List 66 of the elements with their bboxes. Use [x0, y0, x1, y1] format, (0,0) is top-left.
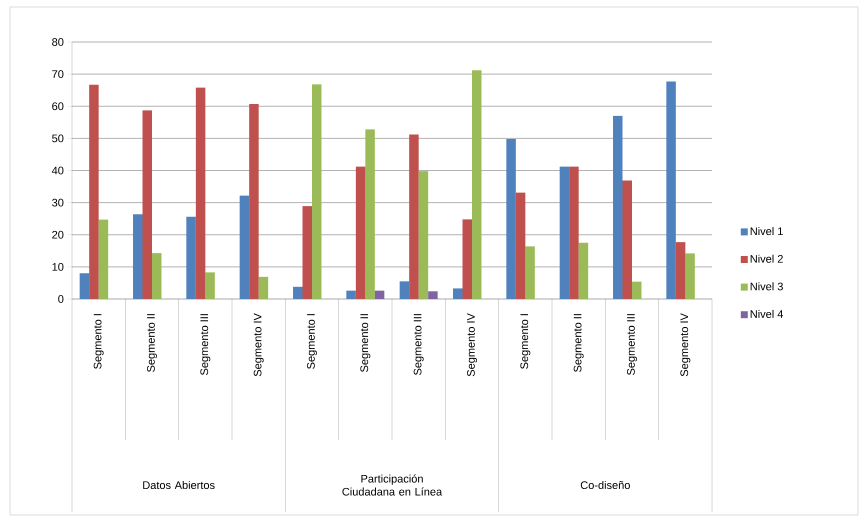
y-tick-label: 50 — [52, 134, 64, 142]
bar — [613, 116, 623, 300]
y-tick-label: 60 — [52, 102, 64, 110]
legend-label: Nivel 2 — [750, 254, 783, 263]
text: Datos Abiertos — [143, 480, 215, 490]
x-tick-label: Segmento IV — [254, 313, 264, 376]
bar — [560, 166, 570, 300]
legend-label: Nivel 3 — [750, 282, 783, 290]
x-tick-label: Segmento III — [627, 314, 637, 375]
bar — [346, 290, 356, 300]
bar — [98, 220, 108, 300]
x-tick-label: Segmento I — [307, 314, 317, 369]
bar — [89, 84, 99, 300]
bar — [80, 273, 90, 300]
y-tick-label: 20 — [52, 230, 64, 239]
bar — [258, 276, 268, 300]
x-tick-label: Segmento IV — [680, 313, 690, 376]
bar — [516, 192, 526, 300]
bar — [632, 282, 642, 300]
bar — [302, 206, 312, 300]
bar — [205, 272, 215, 300]
bar — [472, 70, 482, 300]
bar — [418, 171, 428, 300]
bar — [133, 214, 142, 300]
bar — [578, 242, 588, 300]
text: Participación Ciudadana en Línea — [342, 474, 442, 496]
bar — [462, 219, 472, 300]
bar — [293, 286, 302, 300]
x-tick-label: Segmento II — [147, 314, 157, 372]
bar — [240, 196, 250, 300]
legend-label: Nivel 1 — [750, 227, 783, 236]
bar — [676, 242, 686, 300]
x-tick-label: Segmento I — [520, 314, 530, 369]
bar — [685, 253, 695, 300]
bar — [186, 216, 196, 300]
legend-label: Nivel 4 — [750, 310, 784, 318]
x-tick-label: Segmento I — [94, 314, 104, 369]
x-tick-label: Segmento IV — [467, 313, 477, 376]
x-tick-label: Segmento III — [414, 314, 424, 375]
bar — [374, 290, 384, 300]
y-tick-label: 80 — [52, 38, 64, 46]
bar — [622, 180, 632, 300]
bar — [365, 129, 375, 300]
bar — [142, 110, 152, 300]
bar — [312, 84, 322, 300]
bar — [506, 139, 516, 300]
bar — [525, 246, 535, 300]
bar — [249, 104, 259, 300]
bar — [666, 82, 676, 300]
y-tick-label: 30 — [52, 198, 64, 207]
y-tick-label: 0 — [58, 295, 64, 303]
y-tick-label: 70 — [52, 70, 64, 78]
bar — [400, 281, 410, 300]
x-tick-label: Segmento II — [360, 314, 370, 372]
y-tick-label: 10 — [52, 262, 64, 271]
bar — [152, 253, 162, 300]
bar — [428, 291, 438, 300]
bar — [196, 88, 206, 300]
x-tick-label: Segmento III — [200, 314, 210, 375]
x-tick-label: Segmento II — [574, 314, 584, 372]
bar — [453, 288, 463, 300]
text: Co-diseño — [580, 480, 630, 490]
bar — [569, 166, 579, 300]
bar — [356, 166, 366, 300]
y-tick-label: 40 — [52, 166, 64, 174]
bar — [409, 134, 419, 300]
